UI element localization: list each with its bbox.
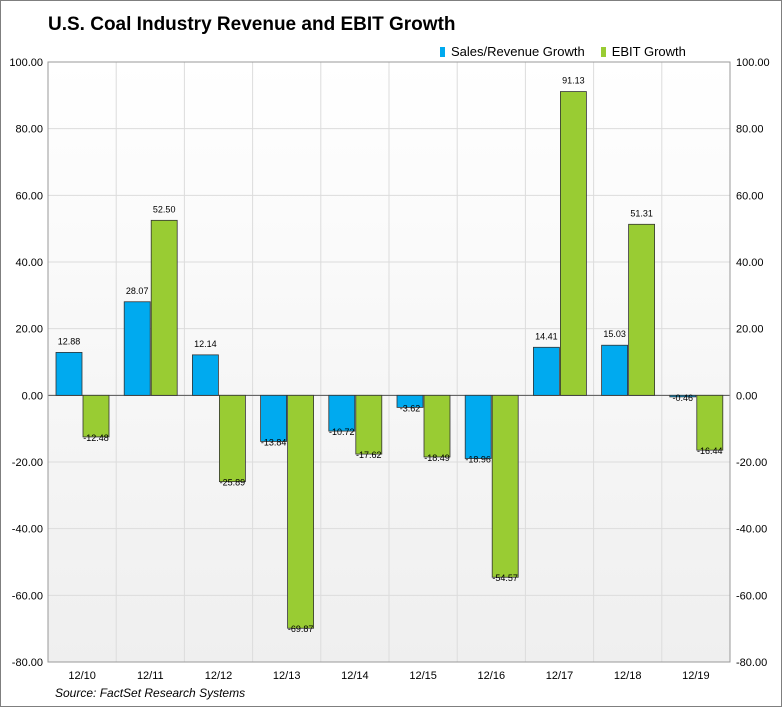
data-label-sales: -3.62 — [400, 403, 421, 413]
bar-ebit — [82, 394, 110, 438]
y-tick-label-right: 0.00 — [736, 390, 757, 402]
bar-ebit — [423, 394, 451, 458]
data-label-ebit: 91.13 — [562, 76, 585, 86]
y-tick-label-right: -20.00 — [736, 457, 767, 469]
bar-sales — [396, 394, 424, 408]
legend-item-sales: Sales/Revenue Growth — [440, 44, 585, 59]
bar-sales — [123, 301, 151, 396]
y-tick-label-right: 100.00 — [736, 57, 770, 69]
data-label-ebit: -18.49 — [424, 453, 450, 463]
y-tick-label-left: 60.00 — [15, 190, 43, 202]
bar-ebit — [696, 394, 724, 451]
y-tick-label-left: -20.00 — [12, 457, 43, 469]
source-note: Source: FactSet Research Systems — [55, 686, 246, 700]
bar-sales — [328, 394, 356, 432]
y-tick-label-right: 40.00 — [736, 257, 764, 269]
legend-item-ebit: EBIT Growth — [600, 44, 686, 59]
legend-label-ebit: EBIT Growth — [611, 44, 686, 59]
x-tick-label: 12/13 — [273, 670, 301, 682]
data-label-ebit: -12.48 — [83, 433, 109, 443]
x-tick-label: 12/15 — [409, 670, 437, 682]
plot-border — [47, 61, 731, 663]
y-tick-label-left: -60.00 — [12, 590, 43, 602]
y-tick-label-left: 40.00 — [15, 257, 43, 269]
data-label-sales: -13.84 — [261, 437, 287, 447]
data-label-sales: 15.03 — [603, 329, 626, 339]
y-tick-label-left: -40.00 — [12, 524, 43, 536]
y-tick-label-left: 80.00 — [15, 124, 43, 136]
bar-ebit — [218, 394, 246, 483]
data-label-sales: -18.96 — [465, 455, 491, 465]
data-label-ebit: 51.31 — [630, 208, 653, 218]
y-tick-label-right: 60.00 — [736, 190, 764, 202]
bar-ebit — [491, 394, 519, 578]
data-label-sales: 12.88 — [58, 336, 81, 346]
bar-sales — [533, 346, 560, 396]
y-tick-label-left: 0.00 — [22, 390, 43, 402]
data-label-ebit: -17.62 — [356, 450, 382, 460]
bar-ebit — [150, 219, 178, 396]
data-label-sales: -0.46 — [673, 393, 694, 403]
x-tick-label: 12/17 — [546, 670, 574, 682]
y-tick-label-left: 20.00 — [15, 324, 43, 336]
x-tick-label: 12/19 — [682, 670, 710, 682]
y-tick-label-right: 80.00 — [736, 124, 764, 136]
data-label-ebit: -54.57 — [492, 573, 518, 583]
data-label-sales: 12.14 — [194, 339, 217, 349]
data-label-sales: -10.72 — [329, 427, 355, 437]
bar-sales — [464, 394, 492, 459]
bar-sales — [601, 344, 628, 396]
data-label-sales: 28.07 — [126, 286, 149, 296]
x-tick-label: 12/10 — [68, 670, 96, 682]
bar-ebit — [287, 394, 315, 629]
y-tick-label-left: -80.00 — [12, 657, 43, 669]
bar-sales — [669, 394, 697, 398]
x-tick-label: 12/18 — [614, 670, 642, 682]
legend-swatch-sales — [440, 46, 445, 57]
y-tick-label-left: 100.00 — [9, 57, 43, 69]
y-tick-label-right: 20.00 — [736, 324, 764, 336]
bar-sales — [191, 354, 219, 396]
bar-sales — [55, 351, 83, 396]
bar-ebit — [628, 223, 655, 396]
bar-ebit — [355, 394, 383, 455]
x-tick-label: 12/16 — [478, 670, 506, 682]
y-tick-label-right: -80.00 — [736, 657, 767, 669]
legend: Sales/Revenue Growth EBIT Growth — [440, 44, 694, 59]
x-tick-label: 12/12 — [205, 670, 233, 682]
x-tick-label: 12/14 — [341, 670, 369, 682]
chart-title: U.S. Coal Industry Revenue and EBIT Grow… — [48, 14, 456, 35]
y-tick-label-right: -60.00 — [736, 590, 767, 602]
data-label-ebit: 52.50 — [153, 204, 176, 214]
bar-ebit — [560, 91, 587, 396]
data-label-ebit: -25.89 — [220, 478, 246, 488]
legend-swatch-ebit — [600, 46, 606, 57]
data-label-ebit: -69.87 — [288, 624, 314, 634]
x-tick-label: 12/11 — [137, 670, 164, 682]
y-tick-label-right: -40.00 — [736, 524, 767, 536]
legend-label-sales: Sales/Revenue Growth — [451, 44, 585, 59]
bar-sales — [260, 394, 288, 442]
data-label-sales: 14.41 — [535, 331, 558, 341]
data-label-ebit: -16.44 — [697, 446, 723, 456]
